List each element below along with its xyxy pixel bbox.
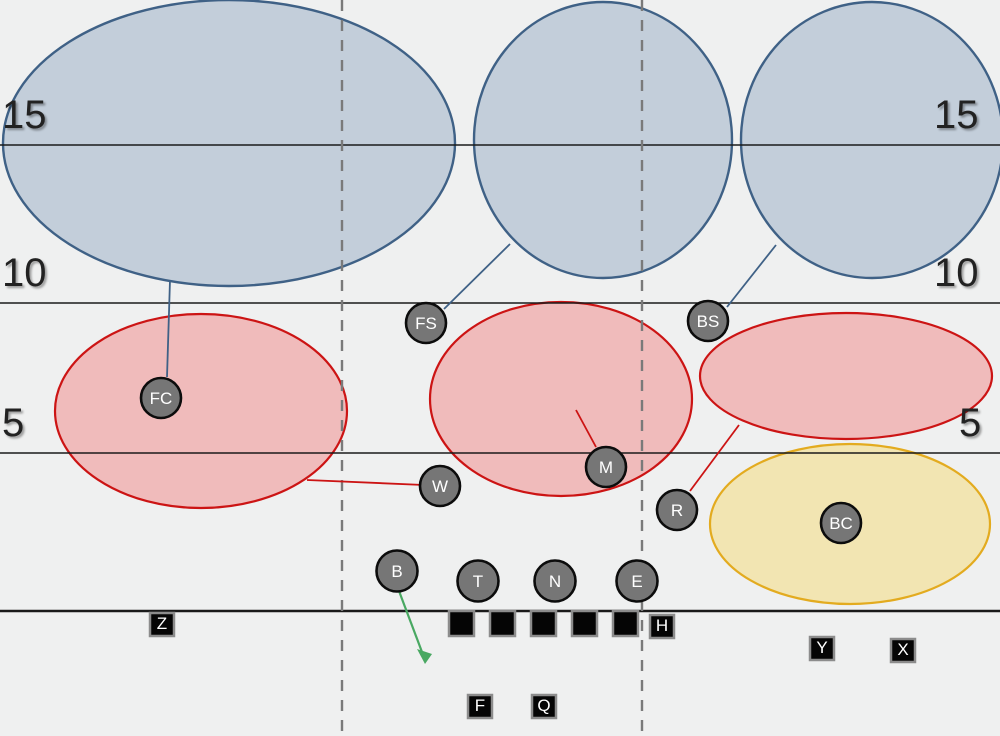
svg-text:5: 5 xyxy=(2,401,24,445)
svg-text:FS: FS xyxy=(415,314,437,333)
svg-text:5: 5 xyxy=(959,401,981,445)
svg-text:Q: Q xyxy=(537,696,550,715)
svg-text:15: 15 xyxy=(2,93,47,137)
svg-text:R: R xyxy=(671,501,683,520)
svg-text:Y: Y xyxy=(816,638,827,657)
svg-text:15: 15 xyxy=(934,93,979,137)
svg-text:B: B xyxy=(391,562,402,581)
svg-text:10: 10 xyxy=(2,251,47,295)
svg-text:H: H xyxy=(656,616,668,635)
svg-text:F: F xyxy=(475,696,485,715)
svg-text:FC: FC xyxy=(150,389,173,408)
svg-text:T: T xyxy=(473,572,483,591)
svg-text:M: M xyxy=(599,458,613,477)
svg-text:10: 10 xyxy=(934,251,979,295)
svg-text:N: N xyxy=(549,572,561,591)
svg-text:Z: Z xyxy=(157,614,167,633)
svg-text:BC: BC xyxy=(829,514,853,533)
svg-text:X: X xyxy=(897,640,908,659)
svg-text:BS: BS xyxy=(697,312,720,331)
svg-text:W: W xyxy=(432,477,448,496)
svg-text:E: E xyxy=(631,572,642,591)
